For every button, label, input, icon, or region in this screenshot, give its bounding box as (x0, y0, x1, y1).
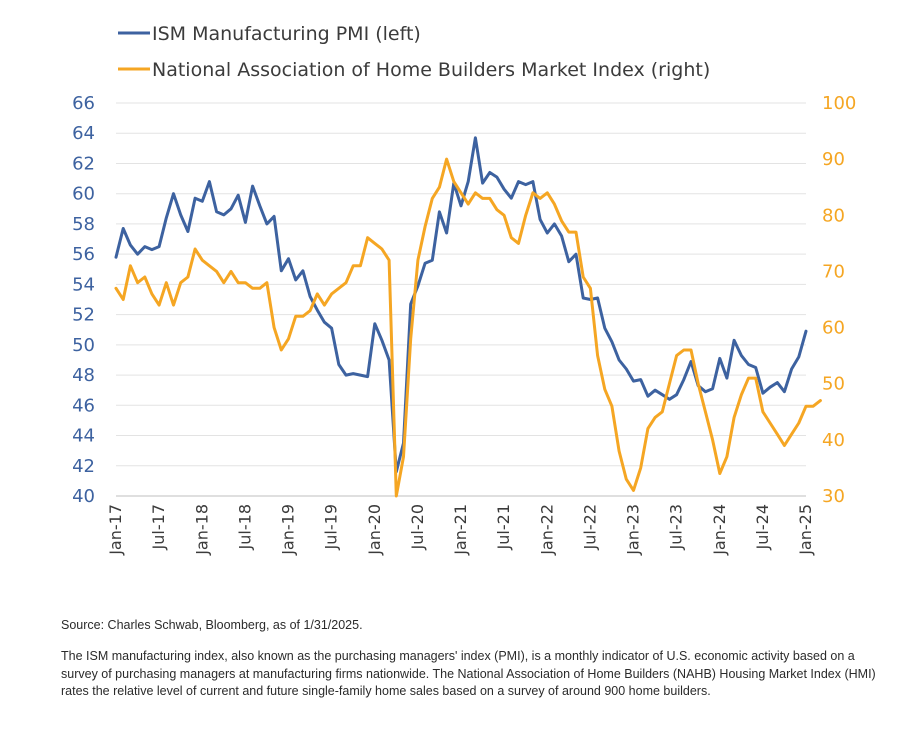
x-tick-label: Jan-19 (279, 504, 298, 556)
legend-label: ISM Manufacturing PMI (left) (152, 23, 421, 45)
x-tick-label: Jan-20 (365, 504, 384, 556)
y-left-tick-label: 54 (72, 274, 95, 295)
x-tick-label: Jan-18 (192, 504, 211, 556)
x-tick-label: Jan-22 (537, 504, 556, 556)
y-left-tick-label: 52 (72, 305, 95, 326)
y-left-tick-label: 66 (72, 93, 95, 114)
x-tick-label: Jul-20 (408, 504, 427, 550)
x-tick-label: Jan-23 (624, 504, 643, 556)
y-left-tick-label: 46 (72, 395, 95, 416)
nahb-index-line (114, 157, 822, 498)
chart-description: The ISM manufacturing index, also known … (61, 649, 876, 698)
y-left-tick-label: 56 (72, 244, 95, 265)
chart: 40 42 44 46 48 50 52 54 56 58 60 62 64 66 30 40 50 60 70 80… (72, 23, 856, 556)
x-tick-label: Jul-23 (667, 504, 686, 550)
y-left-tick-label: 50 (72, 335, 95, 356)
x-tick-label: Jul-19 (322, 504, 341, 550)
legend-label: National Association of Home Builders Ma… (152, 59, 710, 81)
y-right-tick-label: 70 (822, 261, 845, 282)
x-tick-label: Jan-21 (451, 504, 470, 556)
x-tick-label: Jan-17 (106, 504, 125, 556)
x-tick-label: Jan-25 (796, 504, 815, 556)
x-tick-label: Jul-22 (580, 504, 599, 550)
y-left-tick-label: 48 (72, 365, 95, 386)
y-right-tick-label: 80 (822, 205, 845, 226)
y-left-tick-label: 44 (72, 426, 95, 447)
x-tick-label: Jul-24 (753, 504, 772, 550)
y-right-tick-label: 40 (822, 430, 845, 451)
ism-pmi-line (114, 136, 808, 474)
y-left-tick-label: 62 (72, 153, 95, 174)
y-left-tick-label: 64 (72, 123, 95, 144)
y-left-tick-label: 40 (72, 486, 95, 507)
y-left-tick-label: 58 (72, 214, 95, 235)
y-left-tick-label: 42 (72, 456, 95, 477)
y-right-tick-label: 50 (822, 374, 845, 395)
y-right-tick-label: 100 (822, 93, 856, 114)
x-tick-label: Jan-24 (710, 504, 729, 556)
source-note: Source: Charles Schwab, Bloomberg, as of… (61, 618, 363, 632)
x-tick-label: Jul-21 (494, 504, 513, 550)
y-right-tick-label: 90 (822, 149, 845, 170)
y-right-tick-label: 60 (822, 318, 845, 339)
x-tick-label: Jul-18 (235, 504, 254, 550)
y-right-tick-label: 30 (822, 486, 845, 507)
x-tick-label: Jul-17 (149, 504, 168, 550)
y-left-tick-label: 60 (72, 184, 95, 205)
